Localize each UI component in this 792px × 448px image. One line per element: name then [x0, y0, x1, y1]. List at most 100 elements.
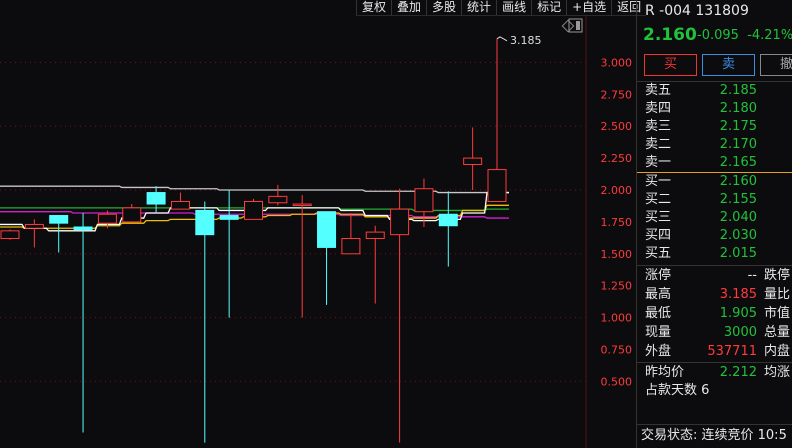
y-tick-label: 2.500	[601, 120, 633, 133]
candle-body	[438, 213, 458, 227]
toolbar-button-7[interactable]: 返回	[611, 0, 646, 15]
candle-body	[97, 213, 117, 224]
candle-body	[414, 188, 434, 213]
candlestick-chart[interactable]: 3.000 2.750 2.500 2.250 2.000 1.750 1.500 1.250…	[0, 0, 636, 448]
quote-panel: R -004 131809 2.160 -0.095 -4.21% 买 卖 撤 …	[636, 0, 792, 448]
security-title: R -004 131809	[645, 3, 749, 19]
candle-body	[292, 203, 312, 207]
toolbar-button-3[interactable]: 统计	[461, 0, 496, 15]
row-label: 买三	[645, 210, 672, 225]
row-value: 537711	[707, 344, 757, 359]
candle-body	[170, 200, 190, 210]
bid-level: 买二 2.155	[645, 191, 792, 209]
price-change-pct: -4.21%	[747, 28, 792, 43]
candle-body	[122, 207, 142, 223]
row-value: 2.030	[719, 228, 757, 243]
sell-button[interactable]: 卖	[702, 54, 755, 76]
buy-button[interactable]: 买	[644, 54, 697, 76]
row-label: 现量	[645, 325, 672, 340]
candle-body	[49, 215, 69, 224]
bid-level: 买一 2.160	[645, 173, 792, 191]
row-label: 卖三	[645, 119, 672, 134]
candle-body	[195, 209, 215, 236]
ask-level: 卖一 2.165	[645, 154, 792, 172]
price-change: -0.095	[697, 28, 739, 43]
y-tick-label: 1.750	[601, 216, 633, 229]
y-tick-label: 2.000	[601, 184, 633, 197]
bid-level: 买四 2.030	[645, 227, 792, 245]
row-label: 涨停	[645, 268, 672, 283]
row-label: 买五	[645, 246, 672, 261]
row-value: 2.170	[719, 137, 757, 152]
ask-level: 卖四 2.180	[645, 100, 792, 118]
cancel-order-button[interactable]: 撤	[760, 54, 792, 76]
row-label: 最高	[645, 287, 672, 302]
chart-toolbar: 复权 叠加 多股 统计 画线 标记 +自选 返回	[356, 0, 647, 16]
row-right-label: 跌停	[764, 268, 791, 283]
row-label: 买四	[645, 228, 672, 243]
row-value: 2.040	[719, 210, 757, 225]
toolbar-button-6[interactable]: +自选	[566, 0, 611, 15]
row-value: 2.175	[719, 119, 757, 134]
y-tick-label: 0.750	[601, 344, 633, 357]
avg-value: 2.212	[719, 365, 757, 380]
y-tick-label: 1.000	[601, 312, 633, 325]
row-right-label: 市值	[764, 306, 791, 321]
candle-body	[317, 211, 337, 248]
ask-level: 卖三 2.175	[645, 118, 792, 136]
toolbar-button-5[interactable]: 标记	[531, 0, 566, 15]
row-value: 2.160	[719, 174, 757, 189]
candle-body	[487, 169, 507, 202]
candle-body	[24, 223, 44, 229]
bid-level: 买五 2.015	[645, 245, 792, 263]
row-value: 2.180	[719, 101, 757, 116]
stat-row: 最高 3.185 量比	[645, 286, 792, 304]
row-label: 外盘	[645, 344, 672, 359]
days-text: 占款天数 6	[645, 383, 710, 398]
row-label: 卖一	[645, 155, 672, 170]
toolbar-button-2[interactable]: 多股	[426, 0, 461, 15]
row-value: 2.015	[719, 246, 757, 261]
candle-body	[365, 231, 385, 239]
avg-right-label: 均涨	[764, 365, 791, 380]
trade-status: 交易状态: 连续竞价 10:5	[641, 427, 791, 445]
row-right-label: 总量	[764, 325, 791, 340]
row-label: 卖四	[645, 101, 672, 116]
y-tick-label: 3.000	[601, 56, 633, 69]
high-price-label: 3.185	[510, 34, 542, 47]
candle-body	[463, 157, 483, 165]
toolbar-button-1[interactable]: 叠加	[391, 0, 426, 15]
diamond-icon[interactable]	[561, 19, 575, 33]
stat-row: 外盘 537711 内盘	[645, 343, 792, 361]
candle-body	[244, 200, 263, 220]
row-label: 最低	[645, 306, 672, 321]
panel-toggle-icon-bar	[576, 21, 580, 30]
row-value: 2.185	[719, 83, 757, 98]
avg-label: 昨均价	[645, 365, 685, 380]
row-label: 卖二	[645, 137, 672, 152]
row-value: 2.165	[719, 155, 757, 170]
candle-body	[0, 230, 20, 239]
status-text: 交易状态: 连续竞价 10:5	[641, 428, 787, 443]
row-label: 买二	[645, 192, 672, 207]
toolbar-button-4[interactable]: 画线	[496, 0, 531, 15]
row-value: --	[747, 268, 757, 283]
row-value: 1.905	[719, 306, 757, 321]
row-label: 买一	[645, 174, 672, 189]
candle-body	[341, 237, 361, 255]
row-value: 3000	[723, 325, 757, 340]
toolbar-button-0[interactable]: 复权	[356, 0, 391, 15]
row-right-label: 内盘	[764, 344, 791, 359]
days-row: 占款天数 6	[645, 382, 792, 400]
panel-toggle-icon[interactable]	[568, 18, 583, 33]
ask-level: 卖五 2.185	[645, 82, 792, 100]
ask-level: 卖二 2.170	[645, 136, 792, 154]
candle-body	[73, 226, 93, 231]
stat-row: 涨停 -- 跌停	[645, 267, 792, 285]
row-label: 卖五	[645, 83, 672, 98]
candle-body	[390, 208, 410, 236]
row-right-label: 量比	[764, 287, 791, 302]
avg-price-row: 昨均价 2.212 均涨	[645, 364, 792, 382]
y-tick-label: 0.500	[601, 375, 633, 388]
bid-level: 买三 2.040	[645, 209, 792, 227]
